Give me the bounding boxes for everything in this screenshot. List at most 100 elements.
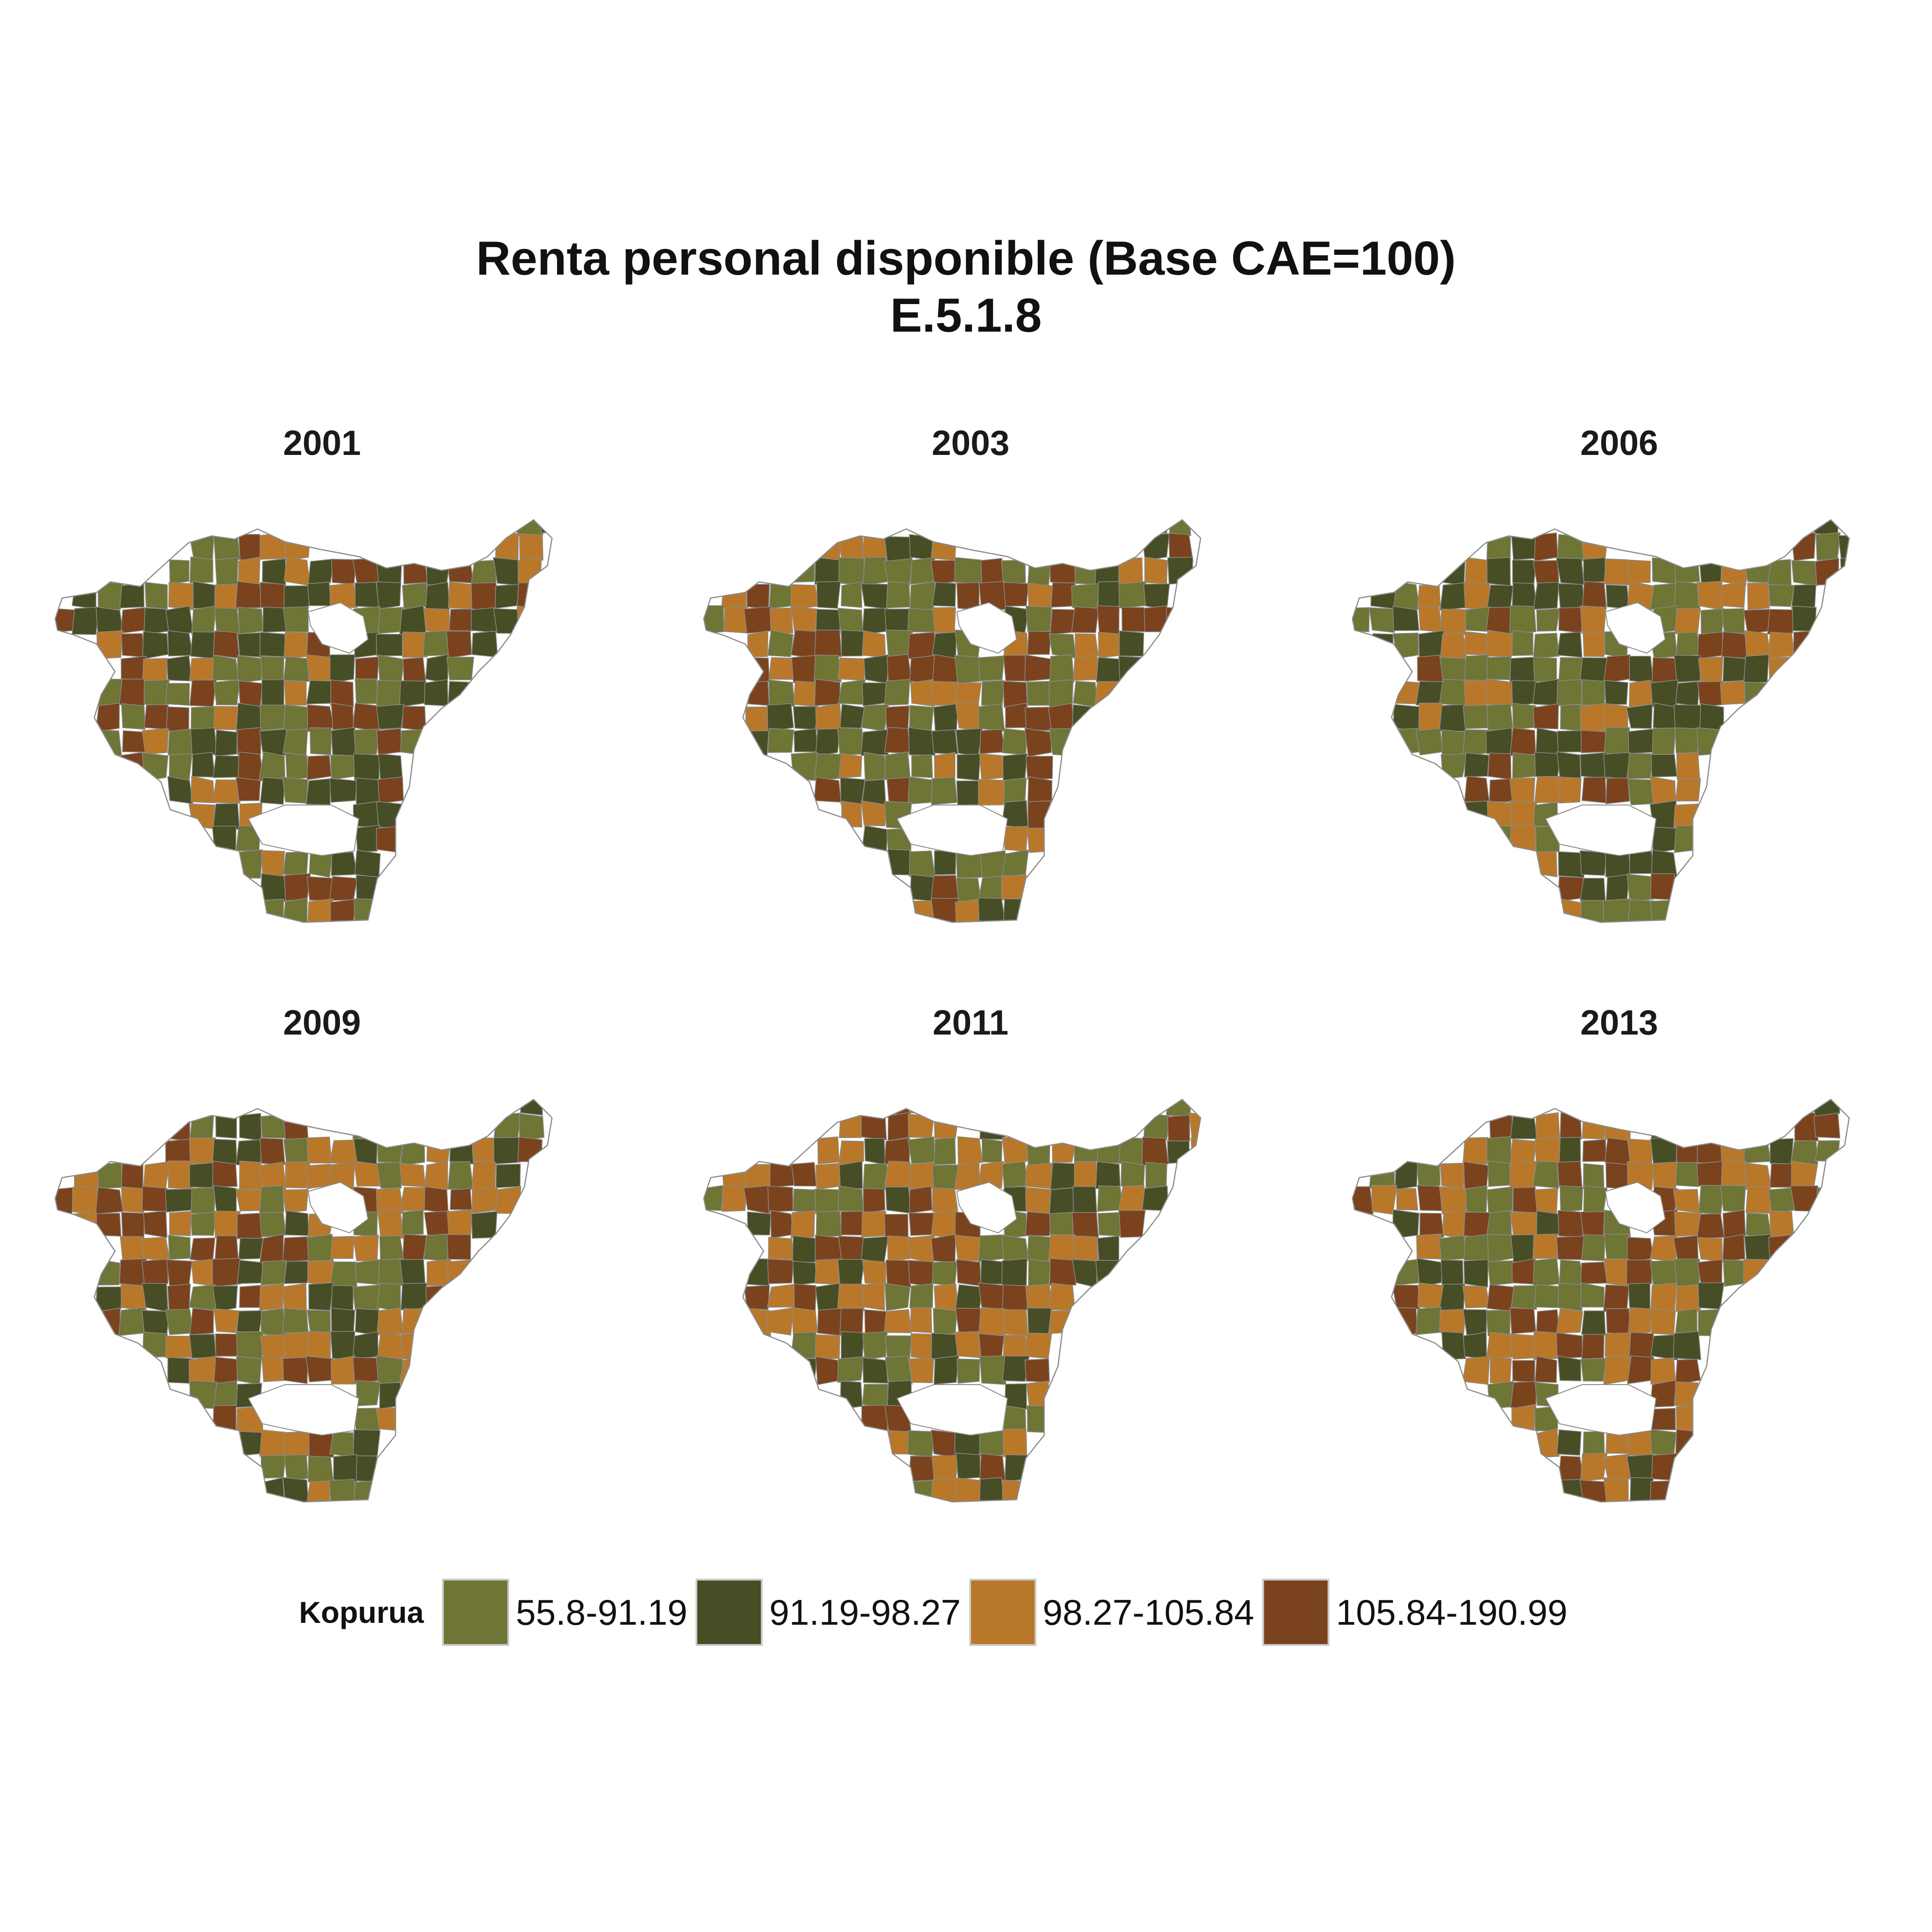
municipality-cell [1486, 584, 1514, 610]
municipality-cell [189, 1099, 217, 1116]
municipality-cell [793, 1188, 819, 1213]
municipality-cell [767, 1307, 794, 1336]
municipality-cell [190, 776, 215, 804]
municipality-cell [213, 706, 239, 730]
municipality-cell [329, 654, 355, 684]
municipality-cell [841, 800, 862, 828]
municipality-cell [1003, 1309, 1029, 1337]
municipality-cell [212, 1258, 241, 1288]
municipality-cell [1627, 778, 1654, 805]
municipality-cell [885, 1355, 913, 1385]
municipality-cell [1118, 1210, 1146, 1238]
municipality-cell [55, 607, 76, 633]
municipality-cell [907, 608, 935, 632]
municipality-cell [1027, 776, 1052, 804]
municipality-cell [472, 1187, 498, 1213]
municipality-cell [494, 584, 520, 609]
municipality-cell [1673, 1331, 1702, 1360]
municipality-cell [1189, 825, 1201, 851]
municipality-cell [166, 655, 192, 682]
municipality-cell [704, 1258, 722, 1288]
municipality-cell [98, 581, 124, 610]
municipality-cell [978, 875, 1005, 901]
municipality-cell [1118, 1185, 1146, 1213]
municipality-cell [236, 1310, 263, 1334]
municipality-cell [884, 1099, 912, 1116]
municipality-cell [1143, 520, 1168, 535]
municipality-cell [121, 1163, 144, 1190]
municipality-cell [816, 1211, 842, 1237]
municipality-cell [1790, 1432, 1817, 1458]
municipality-cell [931, 1333, 960, 1360]
municipality-cell [1580, 1453, 1608, 1482]
municipality-cell [400, 520, 428, 537]
municipality-cell [837, 1259, 865, 1286]
municipality-cell [142, 752, 169, 781]
municipality-cell [815, 1356, 840, 1386]
municipality-cell [142, 631, 169, 660]
municipality-cell [403, 557, 428, 585]
municipality-cell [954, 655, 983, 684]
municipality-cell [119, 900, 147, 922]
municipality-cell [1743, 1282, 1772, 1312]
municipality-cell [377, 1209, 404, 1239]
municipality-cell [95, 1186, 124, 1214]
municipality-cell [283, 606, 309, 632]
municipality-cell [331, 1355, 357, 1385]
municipality-cell [744, 1099, 771, 1116]
municipality-cell [884, 678, 910, 706]
municipality-cell [1626, 1259, 1652, 1285]
municipality-cell [1071, 534, 1099, 559]
municipality-cell [1557, 730, 1585, 753]
municipality-cell [1768, 584, 1795, 607]
municipality-cell [909, 534, 935, 561]
municipality-cell [167, 630, 194, 657]
municipality-cell [908, 1185, 933, 1213]
municipality-cell [1535, 1112, 1560, 1141]
municipality-cell [1676, 751, 1701, 781]
municipality-cell [1118, 581, 1146, 609]
municipality-cell [1144, 556, 1168, 584]
municipality-cell [425, 581, 450, 610]
municipality-cell [1464, 752, 1489, 777]
municipality-cell [1439, 520, 1465, 535]
municipality-cell [353, 753, 380, 781]
municipality-cell [1441, 729, 1466, 756]
municipality-cell [190, 1187, 216, 1214]
municipality-cell [814, 678, 841, 707]
municipality-layer [55, 1099, 552, 1502]
municipality-cell [1837, 632, 1849, 659]
municipality-cell [1486, 656, 1512, 680]
municipality-cell [283, 631, 308, 659]
municipality-cell [1027, 557, 1052, 586]
municipality-cell [424, 679, 448, 707]
map-hole [1604, 1181, 1666, 1234]
municipality-cell [354, 849, 381, 878]
municipality-cell [1487, 753, 1512, 780]
municipality-cell [448, 608, 475, 632]
municipality-cell [330, 679, 354, 708]
municipality-cell [260, 1114, 288, 1138]
municipality-cell [1698, 656, 1724, 684]
municipality-cell [1072, 1186, 1098, 1213]
municipality-cell [355, 1308, 379, 1336]
municipality-cell [746, 849, 770, 879]
municipality-cell [1769, 1210, 1794, 1239]
municipality-cell [981, 680, 1005, 706]
municipality-cell [237, 632, 263, 658]
municipality-cell [1582, 581, 1607, 609]
municipality-cell [305, 1356, 334, 1383]
municipality-cell [932, 632, 957, 659]
municipality-cell [96, 678, 124, 707]
municipality-cell [1442, 1210, 1466, 1239]
municipality-cell [305, 520, 330, 536]
municipality-cell [956, 877, 982, 902]
municipality-cell [1792, 605, 1817, 632]
municipality-cell [1627, 1307, 1651, 1335]
municipality-cell [448, 1161, 474, 1190]
municipality-cell [190, 1211, 217, 1236]
municipality-cell [1768, 1187, 1795, 1215]
municipality-cell [379, 1453, 402, 1482]
municipality-cell [96, 1429, 124, 1458]
municipality-cell [767, 728, 794, 753]
